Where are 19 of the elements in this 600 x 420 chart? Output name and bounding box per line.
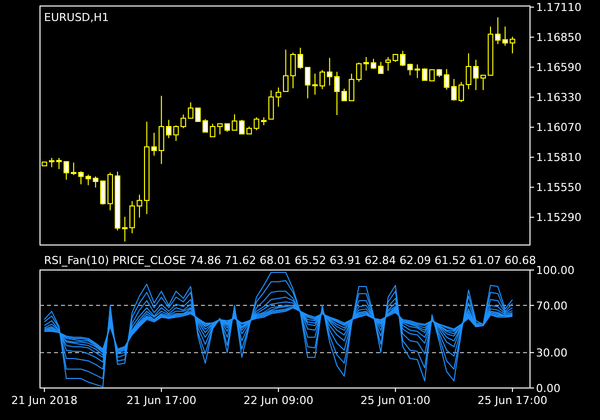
y-tick-label: 30.00 (536, 346, 568, 360)
x-tick-label: 25 Jun 01:00 (360, 394, 430, 407)
x-tick-label: 21 Jun 2018 (11, 394, 78, 407)
y-tick-label: 1.17110 (536, 1, 582, 14)
text: EURUSD,H1 (44, 11, 109, 24)
y-tick-label: 1.15290 (536, 211, 582, 224)
y-tick-label: 1.16330 (536, 91, 582, 104)
x-tick-label: 21 Jun 17:00 (126, 394, 196, 407)
chart-title: RSI_Fan(10) PRICE_CLOSE 74.86 71.62 68.01 65.52 63.91 62.84 62.09 61.52 61.07 60.68 (44, 254, 536, 267)
y-tick-label: 1.15550 (536, 181, 582, 194)
y-tick-label: 100.00 (536, 264, 574, 277)
x-tick-label: 22 Jun 09:00 (243, 394, 314, 407)
y-tick-label: 0.00 (536, 382, 560, 395)
y-tick-label: 70.00 (536, 299, 568, 312)
y-tick-label: 1.16070 (536, 121, 582, 134)
y-tick-label: 1.16850 (536, 31, 582, 44)
x-tick-label: 25 Jun 17:00 (478, 394, 548, 407)
y-tick-label: 1.16590 (536, 61, 582, 74)
y-tick-label: 1.15810 (536, 151, 582, 164)
